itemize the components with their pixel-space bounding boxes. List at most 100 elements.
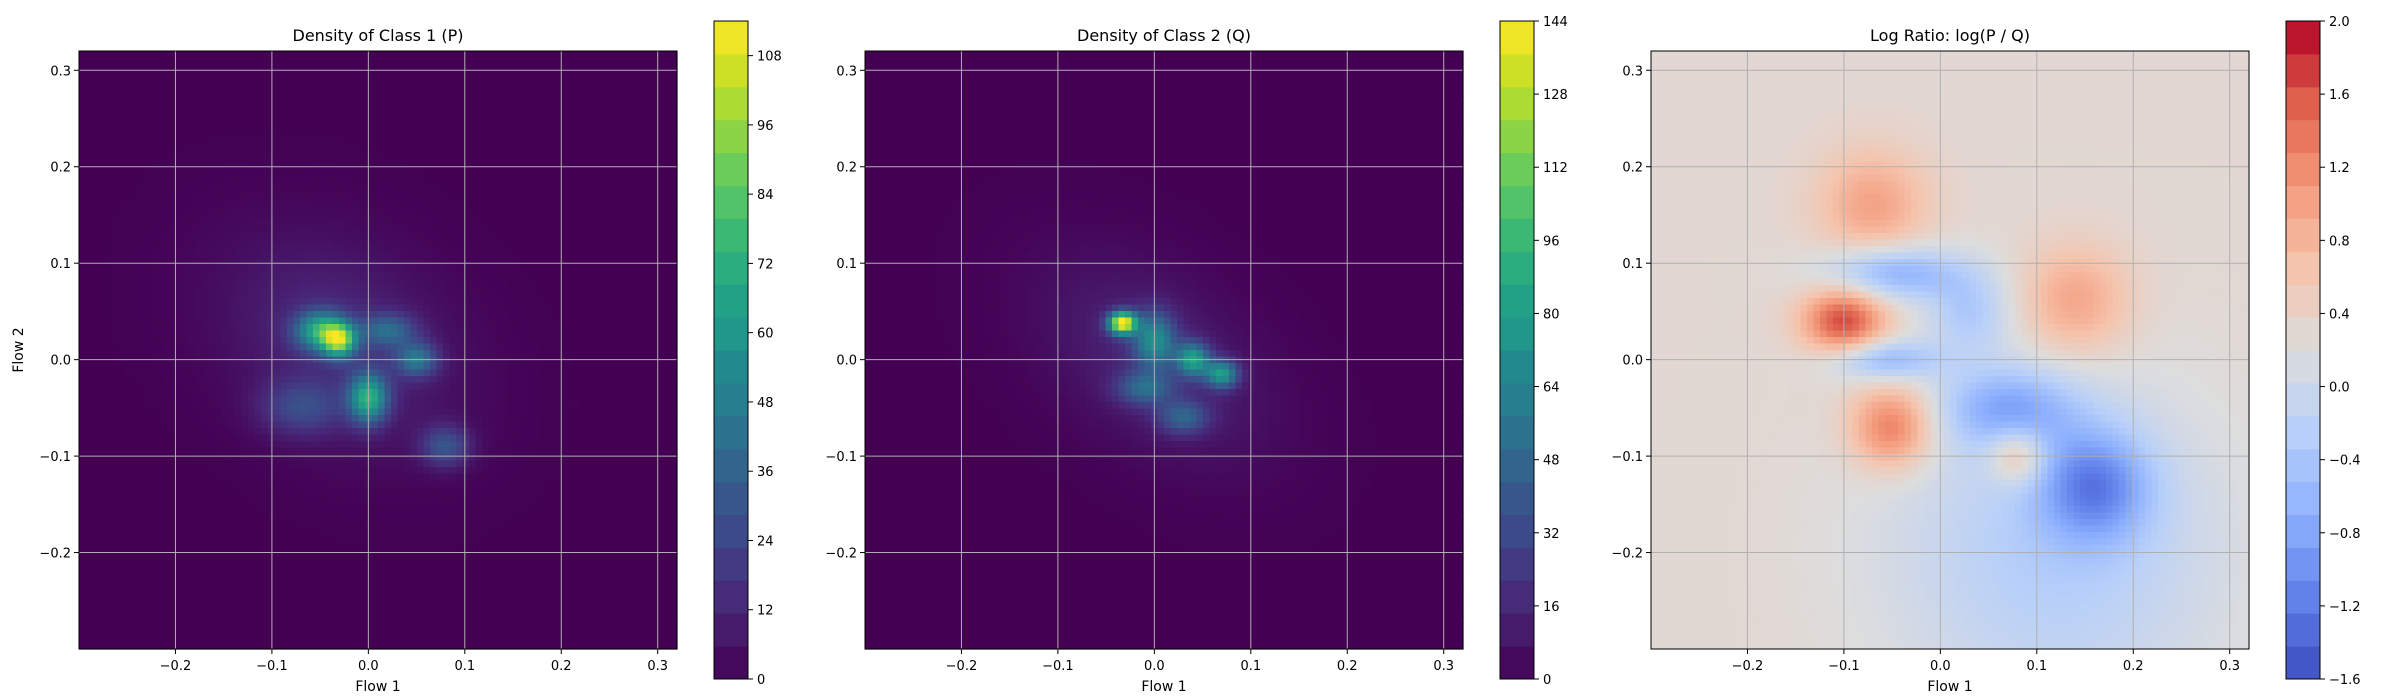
heatmap-cell — [79, 519, 86, 526]
heatmap-cell — [398, 181, 405, 188]
heatmap-cell — [274, 506, 281, 513]
heatmap-cell — [86, 597, 93, 604]
heatmap-cell — [196, 311, 203, 318]
heatmap-cell — [248, 246, 255, 253]
heatmap-cell — [99, 467, 106, 474]
heatmap-cell — [300, 461, 307, 468]
heatmap-cell — [86, 558, 93, 565]
heatmap-cell — [287, 116, 294, 123]
heatmap-cell — [333, 168, 340, 175]
heatmap-cell — [242, 142, 249, 149]
heatmap-cell — [359, 344, 366, 351]
heatmap-cell — [424, 123, 431, 130]
heatmap-cell — [326, 467, 333, 474]
heatmap-cell — [274, 123, 281, 130]
heatmap-cell — [372, 142, 379, 149]
heatmap-cell — [320, 636, 327, 643]
heatmap-cell — [294, 539, 301, 546]
heatmap-cell — [196, 155, 203, 162]
heatmap-cell — [274, 558, 281, 565]
heatmap-cell — [333, 51, 340, 58]
heatmap-cell — [112, 292, 119, 299]
heatmap-cell — [391, 591, 398, 598]
heatmap-cell — [79, 311, 86, 318]
heatmap-cell — [209, 175, 216, 182]
heatmap-cell — [144, 480, 151, 487]
heatmap-cell — [229, 363, 236, 370]
heatmap-cell — [404, 201, 411, 208]
heatmap-cell — [300, 500, 307, 507]
heatmap-cell — [313, 389, 320, 396]
heatmap-cell — [196, 467, 203, 474]
heatmap-cell — [424, 129, 431, 136]
heatmap-cell — [79, 129, 86, 136]
heatmap-cell — [86, 415, 93, 422]
heatmap-cell — [398, 409, 405, 416]
heatmap-cell — [125, 324, 132, 331]
heatmap-cell — [183, 318, 190, 325]
heatmap-cell — [268, 110, 275, 117]
heatmap-cell — [359, 266, 366, 273]
heatmap-cell — [190, 311, 197, 318]
heatmap-cell — [417, 617, 424, 624]
heatmap-cell — [105, 435, 112, 442]
heatmap-cell — [326, 116, 333, 123]
heatmap-cell — [138, 487, 145, 494]
heatmap-cell — [294, 311, 301, 318]
heatmap-cell — [307, 487, 314, 494]
heatmap-cell — [235, 123, 242, 130]
heatmap-cell — [417, 279, 424, 286]
heatmap-cell — [333, 350, 340, 357]
heatmap-cell — [125, 493, 132, 500]
heatmap-cell — [320, 383, 327, 390]
heatmap-cell — [359, 617, 366, 624]
heatmap-cell — [346, 409, 353, 416]
heatmap-cell — [105, 136, 112, 143]
heatmap-cell — [235, 467, 242, 474]
heatmap-cell — [144, 227, 151, 234]
heatmap-cell — [274, 298, 281, 305]
heatmap-cell — [138, 480, 145, 487]
heatmap-cell — [417, 383, 424, 390]
heatmap-cell — [326, 331, 333, 338]
heatmap-cell — [203, 246, 210, 253]
heatmap-cell — [229, 558, 236, 565]
heatmap-cell — [294, 584, 301, 591]
heatmap-cell — [92, 539, 99, 546]
heatmap-cell — [164, 272, 171, 279]
heatmap-cell — [268, 487, 275, 494]
heatmap-cell — [235, 402, 242, 409]
heatmap-cell — [378, 350, 385, 357]
heatmap-cell — [255, 610, 262, 617]
heatmap-cell — [196, 142, 203, 149]
heatmap-cell — [112, 591, 119, 598]
heatmap-cell — [404, 545, 411, 552]
heatmap-cell — [359, 142, 366, 149]
heatmap-cell — [131, 428, 138, 435]
heatmap-cell — [417, 110, 424, 117]
heatmap-cell — [177, 311, 184, 318]
heatmap-cell — [125, 500, 132, 507]
heatmap-cell — [268, 363, 275, 370]
heatmap-cell — [125, 194, 132, 201]
heatmap-cell — [131, 454, 138, 461]
heatmap-cell — [248, 461, 255, 468]
heatmap-cell — [268, 630, 275, 637]
heatmap-cell — [261, 298, 268, 305]
heatmap-cell — [287, 227, 294, 234]
heatmap-cell — [404, 383, 411, 390]
heatmap-cell — [352, 311, 359, 318]
heatmap-cell — [339, 591, 346, 598]
heatmap-cell — [398, 175, 405, 182]
heatmap-cell — [92, 370, 99, 377]
heatmap-cell — [177, 103, 184, 110]
heatmap-cell — [118, 415, 125, 422]
heatmap-cell — [346, 136, 353, 143]
heatmap-cell — [170, 305, 177, 312]
heatmap-cell — [326, 214, 333, 221]
heatmap-cell — [326, 58, 333, 65]
heatmap-cell — [157, 253, 164, 260]
heatmap-cell — [164, 103, 171, 110]
heatmap-cell — [261, 350, 268, 357]
heatmap-cell — [131, 545, 138, 552]
